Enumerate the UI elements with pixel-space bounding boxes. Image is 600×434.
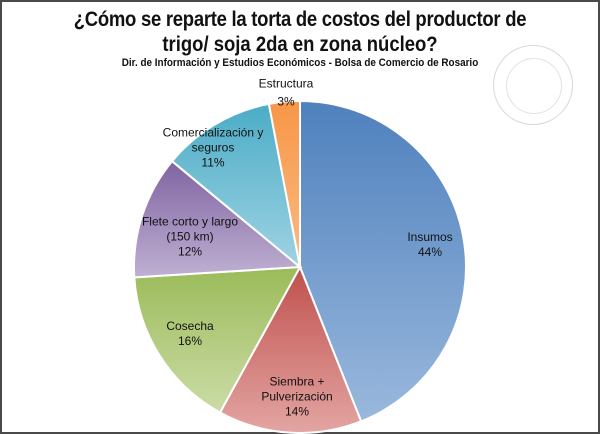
slice-value-label: 3% — [277, 94, 295, 109]
slice-value-label: 44% — [417, 245, 443, 259]
chart-subtitle: Dir. de Información y Estudios Económico… — [121, 57, 479, 69]
slice-label: Comercialización y seguros 11% — [163, 126, 264, 171]
pie-slice-insumos — [299, 99, 467, 423]
slice-label-text: Cosecha — [166, 319, 214, 333]
slice-label-text: (150 km) — [166, 229, 214, 244]
slice-label-text: Insumos — [407, 230, 453, 244]
pie-slice-comercializaci-n-y-seguros — [170, 102, 302, 270]
pie-slice-flete-corto-y-largo-150-km- — [133, 159, 303, 279]
pie-slice-estructura — [267, 99, 301, 268]
slice-value-label: 12% — [177, 244, 203, 259]
slice-label: Siembra + Pulverización 14% — [261, 375, 332, 420]
slice-label-text: Siembra + — [269, 374, 325, 389]
slice-label-text: Estructura — [258, 76, 314, 91]
pie-slice-siembra-pulverizaci-n — [218, 264, 363, 434]
slice-label: Flete corto y largo (150 km) 12% — [142, 215, 238, 260]
slice-value-label: 14% — [284, 404, 310, 419]
slice-value-label: 16% — [177, 334, 203, 348]
pie-slice-cosecha — [133, 265, 302, 414]
slice-label: Estructura 3% — [259, 77, 314, 110]
slice-label-text: Comercialización y — [162, 125, 264, 140]
slice-label: Insumos 44% — [407, 230, 452, 260]
chart-title-line-1: ¿Cómo se reparte la torta de costos del … — [73, 8, 527, 31]
slice-label-text: Pulverización — [261, 389, 333, 404]
bcr-seal-watermark — [493, 45, 573, 125]
slice-label-text: seguros — [191, 140, 235, 155]
slice-label-text: Flete corto y largo — [141, 214, 239, 229]
chart-title-line-2: trigo/ soja 2da en zona núcleo? — [162, 33, 438, 56]
slice-label: Cosecha 16% — [166, 319, 213, 349]
slice-value-label: 11% — [201, 155, 225, 170]
